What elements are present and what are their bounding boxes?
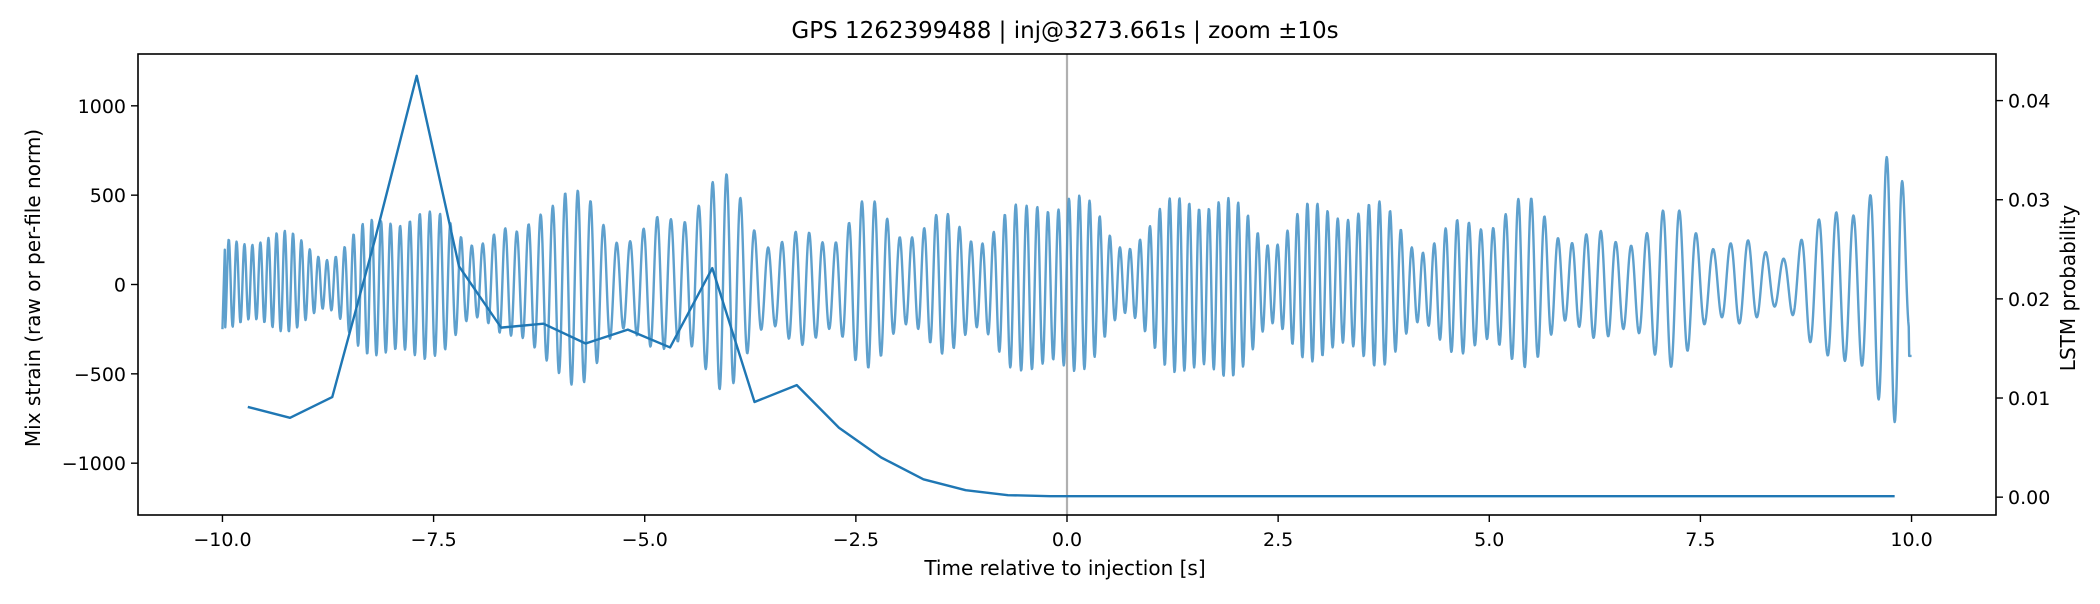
- y-axis-title: Mix strain (raw or per-file norm): [21, 129, 45, 447]
- series-strain-line: [221, 155, 1913, 424]
- y-tick-label: 1000: [78, 96, 126, 118]
- series-lstm-probability-line: [247, 74, 1895, 498]
- x-tick-label: −5.0: [622, 529, 668, 551]
- y2-tick-label: 0.03: [2008, 190, 2050, 212]
- y-tick-label: 500: [90, 185, 126, 207]
- x-tick-label: 5.0: [1474, 529, 1504, 551]
- x-tick-label: −7.5: [411, 529, 457, 551]
- y-tick-label: −1000: [62, 453, 126, 475]
- x-tick-label: 2.5: [1263, 529, 1293, 551]
- x-tick-label: 10.0: [1890, 529, 1932, 551]
- y-axis-right: 0.00 0.01 0.02 0.03 0.04: [1996, 91, 2050, 509]
- y2-tick-label: 0.01: [2008, 388, 2050, 410]
- x-tick-label: 0.0: [1052, 529, 1082, 551]
- y2-tick-label: 0.02: [2008, 289, 2050, 311]
- y2-tick-label: 0.00: [2008, 487, 2050, 509]
- y-tick-label: −500: [74, 364, 126, 386]
- y-axis-left: −1000 −500 0 500 1000: [62, 96, 138, 475]
- y-tick-label: 0: [114, 275, 126, 297]
- y2-tick-label: 0.04: [2008, 91, 2050, 113]
- x-tick-label: −10.0: [193, 529, 251, 551]
- x-tick-label: 7.5: [1685, 529, 1715, 551]
- x-axis-title: Time relative to injection [s]: [923, 556, 1205, 580]
- chart-title: GPS 1262399488 | inj@3273.661s | zoom ±1…: [791, 18, 1338, 44]
- x-tick-label: −2.5: [833, 529, 879, 551]
- y2-axis-title: LSTM probability: [2056, 205, 2080, 372]
- x-axis: −10.0 −7.5 −5.0 −2.5 0.0 2.5 5.0 7.5 10.0: [193, 515, 1933, 551]
